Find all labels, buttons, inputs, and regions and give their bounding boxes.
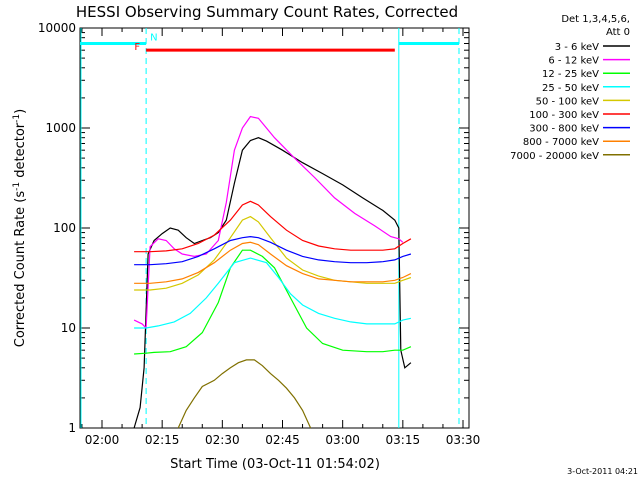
legend-label: 7000 - 20000 keV [510, 151, 599, 162]
y-tick-label: 100 [53, 221, 76, 235]
y-tick-label: 1 [68, 421, 76, 435]
series-line-7000-20000-keV [177, 359, 312, 429]
legend-label: 3 - 6 keV [555, 42, 599, 53]
y-axis: 1 10 100 1000 10000 [38, 21, 469, 435]
legend-label: 100 - 300 keV [529, 110, 599, 121]
series-line-50-100-keV [134, 215, 412, 291]
y-axis-label-main: Corrected Count Rate (s [13, 191, 28, 348]
series-line-6-12-keV [133, 115, 404, 330]
legend-label: 800 - 7000 keV [523, 137, 599, 148]
legend-header: Det 1,3,4,5,6, [561, 14, 630, 25]
y-axis-label: Corrected Count Rate (s-1 detector-1) [12, 109, 28, 347]
x-tick-label: 02:45 [265, 433, 300, 447]
x-tick-label: 03:30 [446, 433, 481, 447]
x-tick-label: 02:00 [85, 433, 120, 447]
series-line-100-300-keV [134, 200, 412, 253]
x-axis-label: Start Time (03-Oct-11 01:54:02) [170, 457, 380, 472]
legend: Det 1,3,4,5,6, Att 0 3 - 6 keV 6 - 12 keV 12… [510, 14, 630, 162]
series-lines [133, 115, 412, 429]
series-line-12-25-keV [134, 249, 412, 355]
legend-label: 6 - 12 keV [548, 56, 599, 67]
plot-timestamp: 3-Oct-2011 04:21 [567, 467, 638, 476]
series-line-25-50-keV [134, 257, 412, 329]
series-line-3-6-keV [133, 137, 412, 429]
legend-label: 50 - 100 keV [536, 96, 600, 107]
series-line-300-800-keV [134, 235, 412, 266]
legend-label: 12 - 25 keV [542, 69, 599, 80]
x-tick-label: 03:15 [386, 433, 421, 447]
x-tick-label: 02:30 [205, 433, 240, 447]
flare-label: F [134, 42, 140, 53]
x-tick-label: 02:15 [145, 433, 180, 447]
plot-frame [79, 27, 470, 429]
night-label: N [150, 32, 157, 43]
series-line-800-7000-keV [134, 241, 412, 284]
chart-title: HESSI Observing Summary Count Rates, Cor… [76, 3, 458, 21]
legend-label: 25 - 50 keV [542, 83, 599, 94]
y-tick-label: 1000 [45, 121, 76, 135]
y-tick-label: 10000 [38, 21, 76, 35]
x-tick-label: 03:00 [325, 433, 360, 447]
legend-header: Att 0 [606, 27, 630, 38]
observing-flags: FN [80, 28, 460, 428]
x-axis: 02:00 02:15 02:30 02:45 03:00 03:15 03:30 [81, 28, 481, 447]
legend-label: 300 - 800 keV [529, 124, 599, 135]
y-tick-label: 10 [61, 321, 76, 335]
